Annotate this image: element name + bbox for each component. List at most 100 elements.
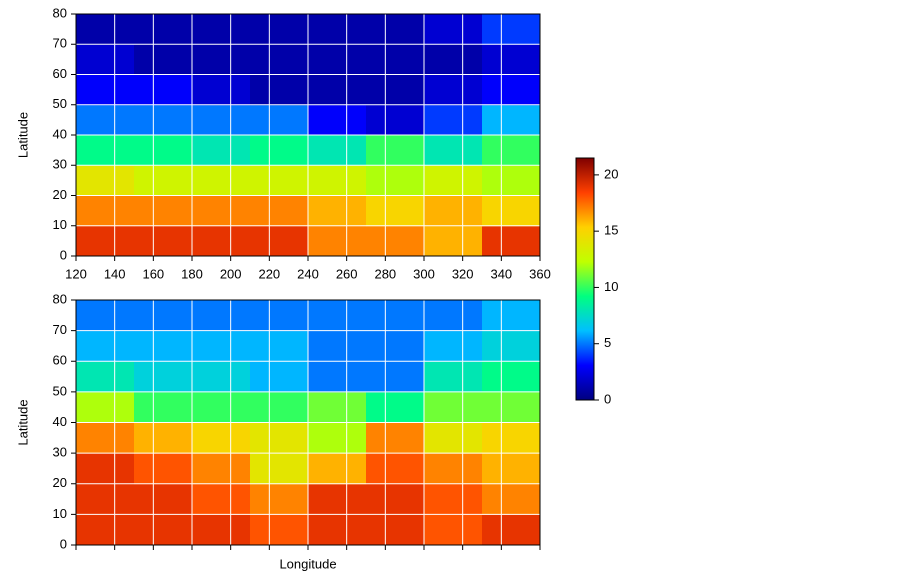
y-tick-label: 20 — [53, 475, 67, 490]
heat-cell — [482, 361, 541, 393]
heat-cell — [134, 483, 193, 515]
heat-cell — [482, 483, 541, 515]
y-tick-label: 60 — [53, 66, 67, 81]
heat-cell — [192, 453, 251, 485]
colorbar-tick-label: 10 — [604, 279, 618, 294]
heat-cell — [424, 74, 483, 106]
heat-cell — [308, 422, 367, 454]
heat-cell — [482, 44, 541, 75]
heat-cell — [76, 330, 135, 362]
colorbar-tick-label: 20 — [604, 166, 618, 181]
heat-cell — [424, 391, 483, 423]
heat-cell — [482, 74, 541, 106]
y-tick-label: 50 — [53, 96, 67, 111]
heat-cell — [424, 330, 483, 362]
heat-cell — [192, 330, 251, 362]
colorbar — [575, 157, 595, 401]
heat-cell — [192, 135, 251, 166]
y-tick-label: 80 — [53, 291, 67, 306]
heat-cell — [250, 300, 309, 332]
heat-cell — [366, 391, 425, 423]
heat-cell — [366, 104, 425, 136]
heat-cell — [482, 300, 541, 332]
heat-cell — [76, 453, 135, 485]
heat-cell — [308, 14, 367, 45]
x-tick-label: 260 — [336, 266, 358, 281]
x-tick-label: 360 — [529, 266, 551, 281]
x-tick-label: 220 — [258, 266, 280, 281]
heat-cell — [134, 300, 193, 332]
heat-cell — [192, 483, 251, 515]
x-tick-label: 120 — [65, 266, 87, 281]
colorbar-tick-label: 0 — [604, 391, 611, 406]
heat-cell — [366, 453, 425, 485]
y-tick-label: 0 — [60, 247, 67, 262]
heat-cell — [134, 135, 193, 166]
heat-cell — [366, 483, 425, 515]
x-tick-label: 280 — [374, 266, 396, 281]
heat-cell — [134, 453, 193, 485]
heat-cell — [192, 514, 251, 546]
heat-cell — [250, 453, 309, 485]
heat-cell — [308, 514, 367, 546]
heat-cell — [192, 361, 251, 393]
y-tick-label: 60 — [53, 353, 67, 368]
heat-cell — [134, 361, 193, 393]
heat-cell — [134, 165, 193, 196]
heat-cell — [366, 165, 425, 196]
heat-cell — [192, 195, 251, 227]
heat-cell — [424, 483, 483, 515]
heat-cell — [76, 74, 135, 106]
heat-cell — [134, 104, 193, 136]
heat-cell — [76, 300, 135, 332]
y-tick-label: 10 — [53, 506, 67, 521]
heat-cell — [308, 330, 367, 362]
y-tick-label: 70 — [53, 36, 67, 51]
heat-cell — [366, 135, 425, 166]
heat-cell — [308, 453, 367, 485]
x-tick-label: 320 — [452, 266, 474, 281]
y-tick-label: 30 — [53, 445, 67, 460]
heat-cell — [134, 195, 193, 227]
heat-cell — [76, 165, 135, 196]
heat-cell — [308, 300, 367, 332]
heat-cell — [250, 225, 309, 257]
y-tick-label: 80 — [53, 5, 67, 20]
heat-cell — [366, 300, 425, 332]
heat-cell — [250, 483, 309, 515]
heat-cell — [250, 14, 309, 45]
heat-cell — [482, 514, 541, 546]
y-tick-label: 10 — [53, 217, 67, 232]
heat-cell — [76, 225, 135, 257]
heat-cell — [250, 165, 309, 196]
heat-cell — [250, 195, 309, 227]
heat-cell — [76, 391, 135, 423]
y-tick-label: 40 — [53, 414, 67, 429]
heat-cell — [482, 165, 541, 196]
colorbar-tick-label: 15 — [604, 223, 618, 238]
heat-cell — [366, 514, 425, 546]
heat-cell — [192, 225, 251, 257]
y-tick-label: 50 — [53, 383, 67, 398]
heat-cell — [134, 225, 193, 257]
y-tick-label: 0 — [60, 536, 67, 551]
heat-cell — [308, 361, 367, 393]
colorbar-tick-label: 5 — [604, 335, 611, 350]
heat-cell — [308, 44, 367, 75]
heat-cell — [424, 135, 483, 166]
heat-cell — [482, 330, 541, 362]
y-tick-label: 20 — [53, 187, 67, 202]
heat-cell — [482, 422, 541, 454]
heat-cell — [250, 361, 309, 393]
heat-cell — [76, 422, 135, 454]
heat-cell — [76, 14, 135, 45]
heat-cell — [424, 104, 483, 136]
heat-cell — [192, 165, 251, 196]
heat-cell — [134, 514, 193, 546]
heat-cell — [76, 104, 135, 136]
heat-cell — [424, 453, 483, 485]
heat-cell — [366, 14, 425, 45]
heat-cell — [192, 104, 251, 136]
heat-cell — [192, 300, 251, 332]
